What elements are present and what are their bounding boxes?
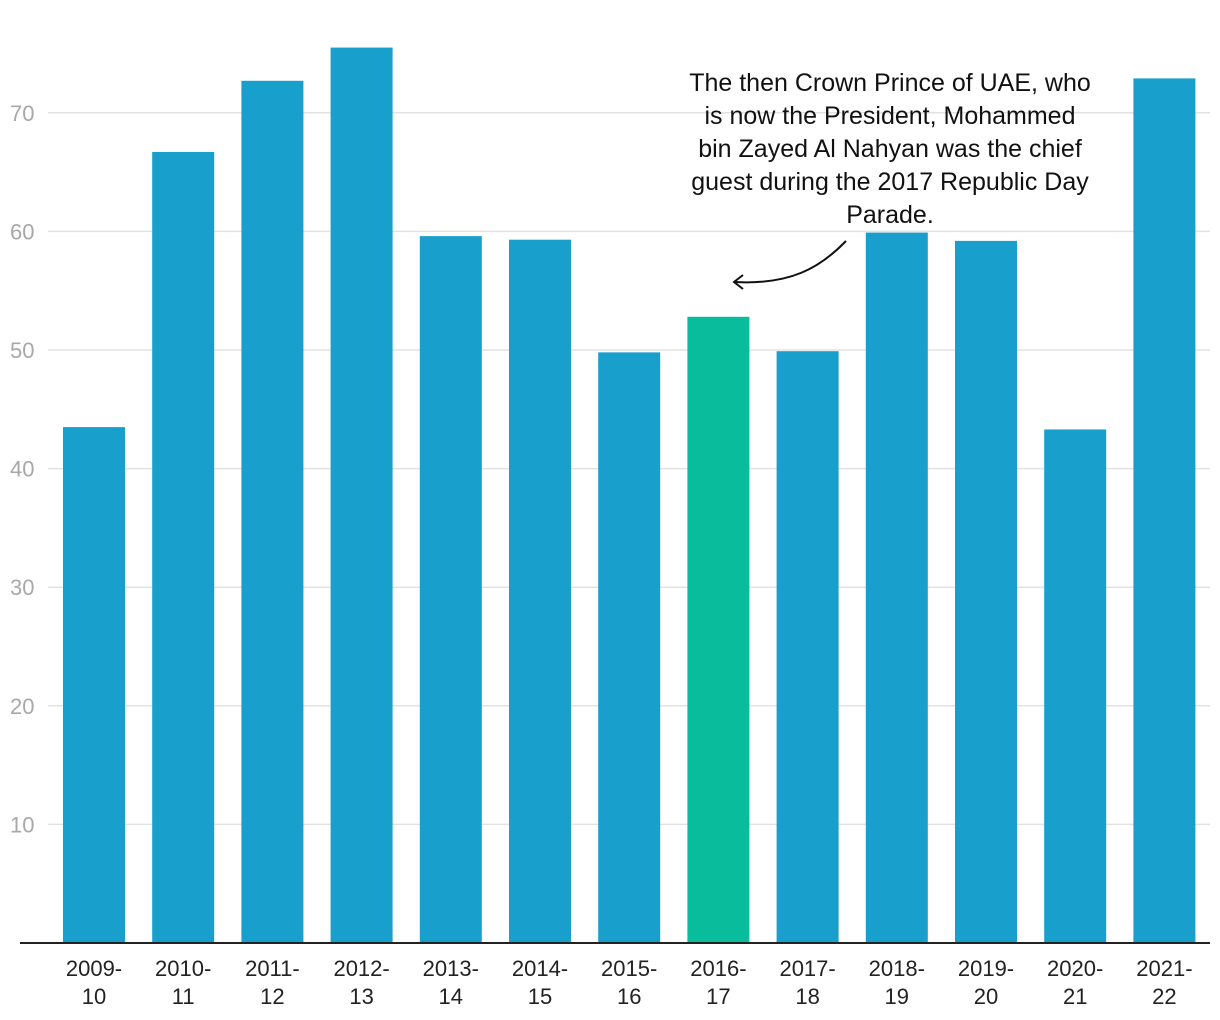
y-tick-label-20: 20 — [10, 694, 34, 719]
bar-2011-12 — [241, 80, 304, 943]
bar-2012-13 — [330, 47, 393, 943]
y-axis-tick-labels: 10 20 30 40 50 60 70 — [10, 101, 34, 838]
annotation: The then Crown Prince of UAE, who is now… — [689, 69, 1091, 290]
x-tick-label-2015-16: 2015-16 — [601, 956, 657, 1009]
y-tick-label-70: 70 — [10, 101, 34, 126]
bar-2009-10 — [63, 427, 125, 944]
bar-2018-19 — [865, 232, 928, 943]
annotation-line-2: is now the President, Mohammed — [704, 102, 1075, 130]
annotation-line-1: The then Crown Prince of UAE, who — [689, 69, 1091, 97]
bar-2020-21 — [1044, 429, 1107, 943]
x-axis-tick-labels: 2009-10 2010-11 2011-12 2012-13 2013-14 2014-… — [66, 956, 1193, 1009]
annotation-line-4: guest during the 2017 Republic Day — [691, 168, 1089, 196]
x-tick-label-2020-21: 2020-21 — [1047, 956, 1103, 1009]
x-tick-label-2016-17: 2016-17 — [690, 956, 746, 1009]
x-tick-label-2013-14: 2013-14 — [423, 956, 479, 1009]
x-tick-label-2017-18: 2017-18 — [779, 956, 835, 1009]
bar-2013-14 — [419, 236, 482, 944]
bar-2014-15 — [509, 239, 571, 943]
annotation-line-5: Parade. — [846, 201, 934, 229]
bar-2021-22 — [1133, 78, 1196, 943]
x-tick-label-2009-10: 2009-10 — [66, 956, 122, 1009]
x-tick-label-2018-19: 2018-19 — [869, 956, 925, 1009]
x-tick-label-2012-13: 2012-13 — [333, 956, 389, 1009]
x-tick-label-2010-11: 2010-11 — [155, 956, 211, 1009]
bars — [63, 47, 1196, 944]
bar-2019-20 — [955, 240, 1017, 943]
y-tick-label-40: 40 — [10, 457, 34, 482]
y-tick-label-30: 30 — [10, 575, 34, 600]
bar-2010-11 — [152, 151, 215, 944]
annotation-arrow — [734, 240, 847, 284]
annotation-line-3: bin Zayed Al Nahyan was the chief — [698, 135, 1082, 163]
y-tick-label-50: 50 — [10, 338, 34, 363]
annotation-arrowhead — [732, 274, 744, 290]
x-tick-label-2014-15: 2014-15 — [512, 956, 568, 1009]
bar-2016-17 — [687, 316, 750, 943]
bar-2015-16 — [598, 352, 661, 943]
x-tick-label-2019-20: 2019-20 — [958, 956, 1014, 1009]
x-tick-label-2011-12: 2011-12 — [245, 956, 300, 1009]
x-tick-label-2021-22: 2021-22 — [1136, 956, 1192, 1009]
y-tick-label-60: 60 — [10, 219, 34, 244]
bar-2017-18 — [776, 351, 839, 943]
y-tick-label-10: 10 — [10, 812, 34, 837]
